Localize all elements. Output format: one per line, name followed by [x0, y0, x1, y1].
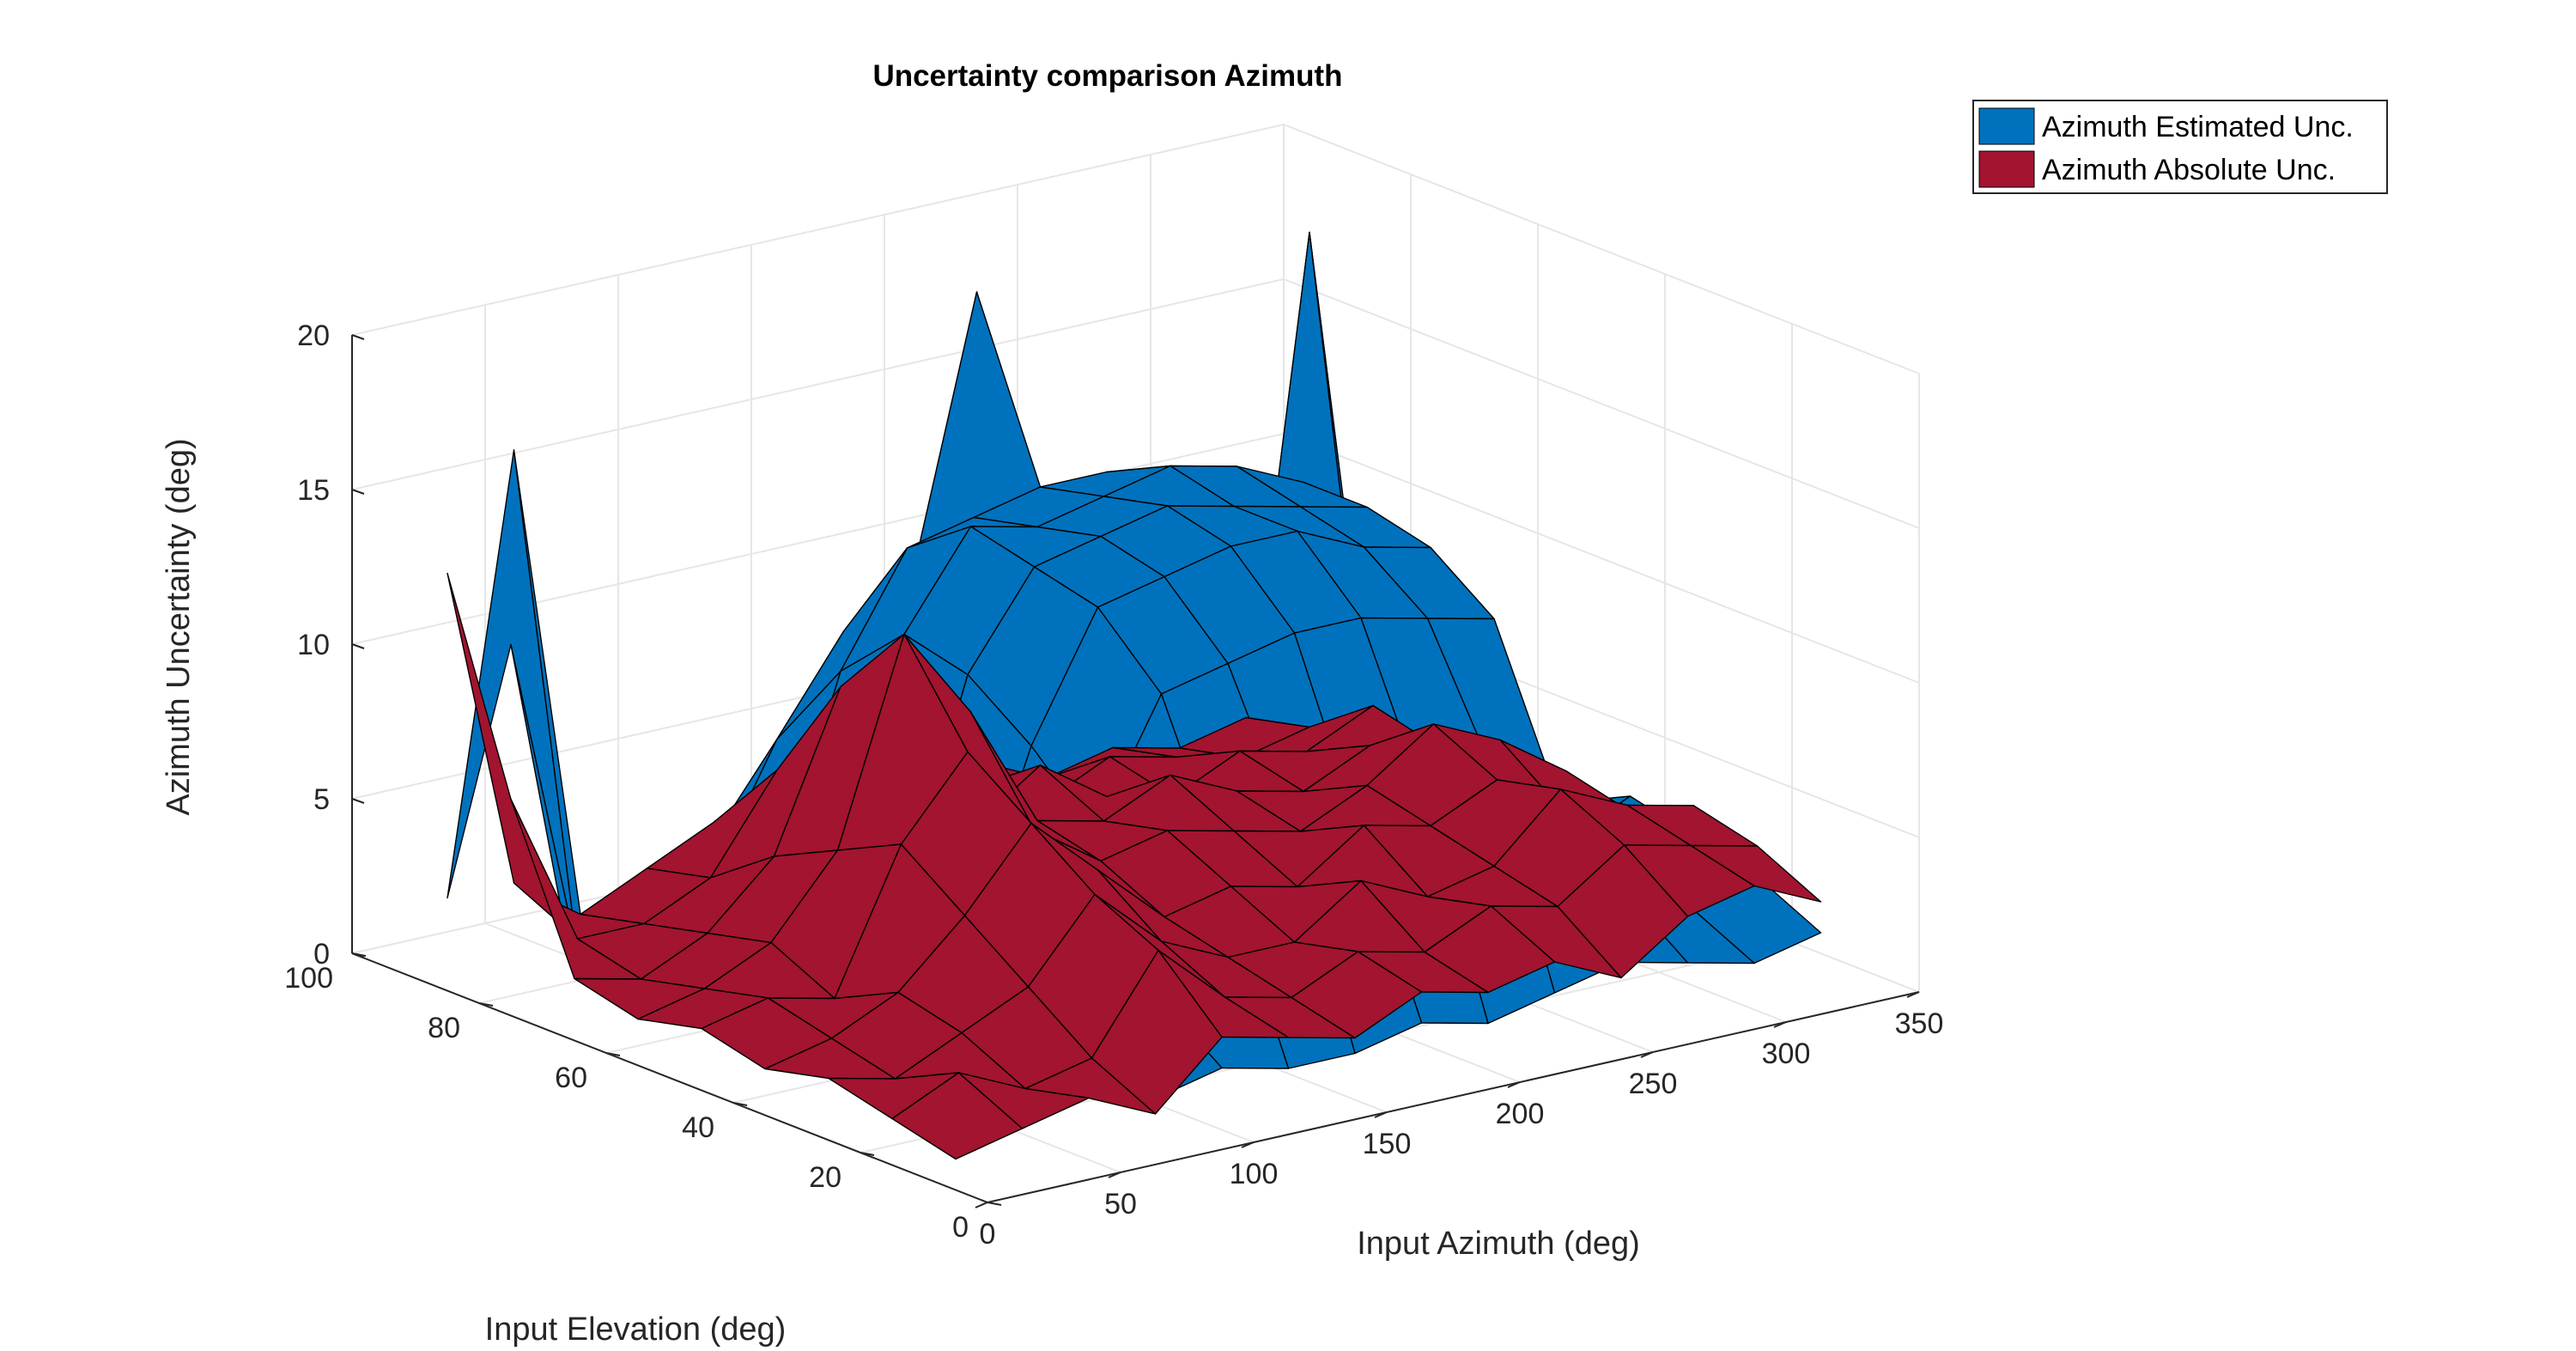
- legend-swatch-absolute: [1978, 150, 2035, 188]
- y-tick: [860, 1152, 875, 1156]
- y-axis-line: [351, 952, 988, 1203]
- tick-labels: 0501001502002503003500204060801000510152…: [284, 319, 1943, 1251]
- x-tick-label: 100: [1230, 1158, 1279, 1190]
- x-tick-label: 250: [1629, 1068, 1678, 1100]
- x-tick: [1241, 1141, 1255, 1148]
- y-tick-label: 40: [682, 1111, 714, 1144]
- chart-title: Uncertainty comparison Azimuth: [872, 59, 1342, 93]
- y-tick: [478, 1002, 494, 1007]
- x-tick-label: 350: [1895, 1007, 1944, 1040]
- grid-line: [351, 278, 1285, 490]
- y-tick: [987, 1202, 1002, 1206]
- y-tick: [605, 1052, 621, 1056]
- legend: Azimuth Estimated Unc. Azimuth Absolute …: [1972, 100, 2388, 194]
- legend-swatch-estimated: [1978, 107, 2035, 145]
- z-tick-label: 15: [297, 474, 330, 507]
- y-tick-label: 20: [809, 1161, 841, 1194]
- z-tick: [351, 643, 365, 649]
- y-tick-label: 60: [555, 1062, 587, 1094]
- y-tick-label: 100: [284, 962, 333, 995]
- x-tick-label: 300: [1762, 1038, 1811, 1070]
- z-tick-label: 5: [313, 783, 330, 816]
- z-tick-label: 10: [297, 629, 330, 661]
- x-axis-label: Input Azimuth (deg): [1357, 1226, 1640, 1262]
- x-tick: [1773, 1021, 1787, 1028]
- z-tick: [351, 334, 365, 340]
- x-tick: [1906, 991, 1920, 998]
- y-tick: [732, 1102, 748, 1106]
- x-tick: [1640, 1051, 1654, 1058]
- x-tick-label: 200: [1496, 1098, 1545, 1130]
- x-tick: [1374, 1111, 1388, 1118]
- z-tick: [351, 952, 365, 958]
- grid-line: [1283, 433, 1920, 684]
- surface-face: [891, 1072, 1024, 1160]
- axes-layer: [351, 334, 1920, 1208]
- x-tick-label: 150: [1363, 1128, 1412, 1160]
- y-tick-label: 80: [428, 1012, 460, 1044]
- x-tick: [1507, 1081, 1521, 1088]
- grid-line: [1283, 124, 1920, 374]
- z-axis-label: Azimuth Uncertainty (deg): [161, 438, 197, 815]
- grid-line: [351, 124, 1285, 336]
- surface-1: [447, 572, 1822, 1160]
- grid-line: [1283, 278, 1920, 529]
- surface-layer: [447, 231, 1822, 1160]
- x-axis-line: [987, 991, 1920, 1203]
- x-tick: [1108, 1171, 1121, 1178]
- legend-box: [1972, 100, 2388, 194]
- x-tick-label: 0: [980, 1218, 996, 1251]
- x-tick-label: 50: [1104, 1188, 1137, 1220]
- y-tick-label: 0: [952, 1211, 969, 1244]
- legend-label-absolute: Azimuth Absolute Unc.: [2042, 154, 2336, 186]
- z-tick-label: 0: [313, 938, 330, 971]
- x-tick: [975, 1202, 988, 1208]
- z-tick: [351, 798, 365, 804]
- legend-label-estimated: Azimuth Estimated Unc.: [2042, 111, 2354, 143]
- y-axis-label: Input Elevation (deg): [485, 1311, 787, 1348]
- z-tick-label: 20: [297, 319, 330, 352]
- z-tick: [351, 489, 365, 495]
